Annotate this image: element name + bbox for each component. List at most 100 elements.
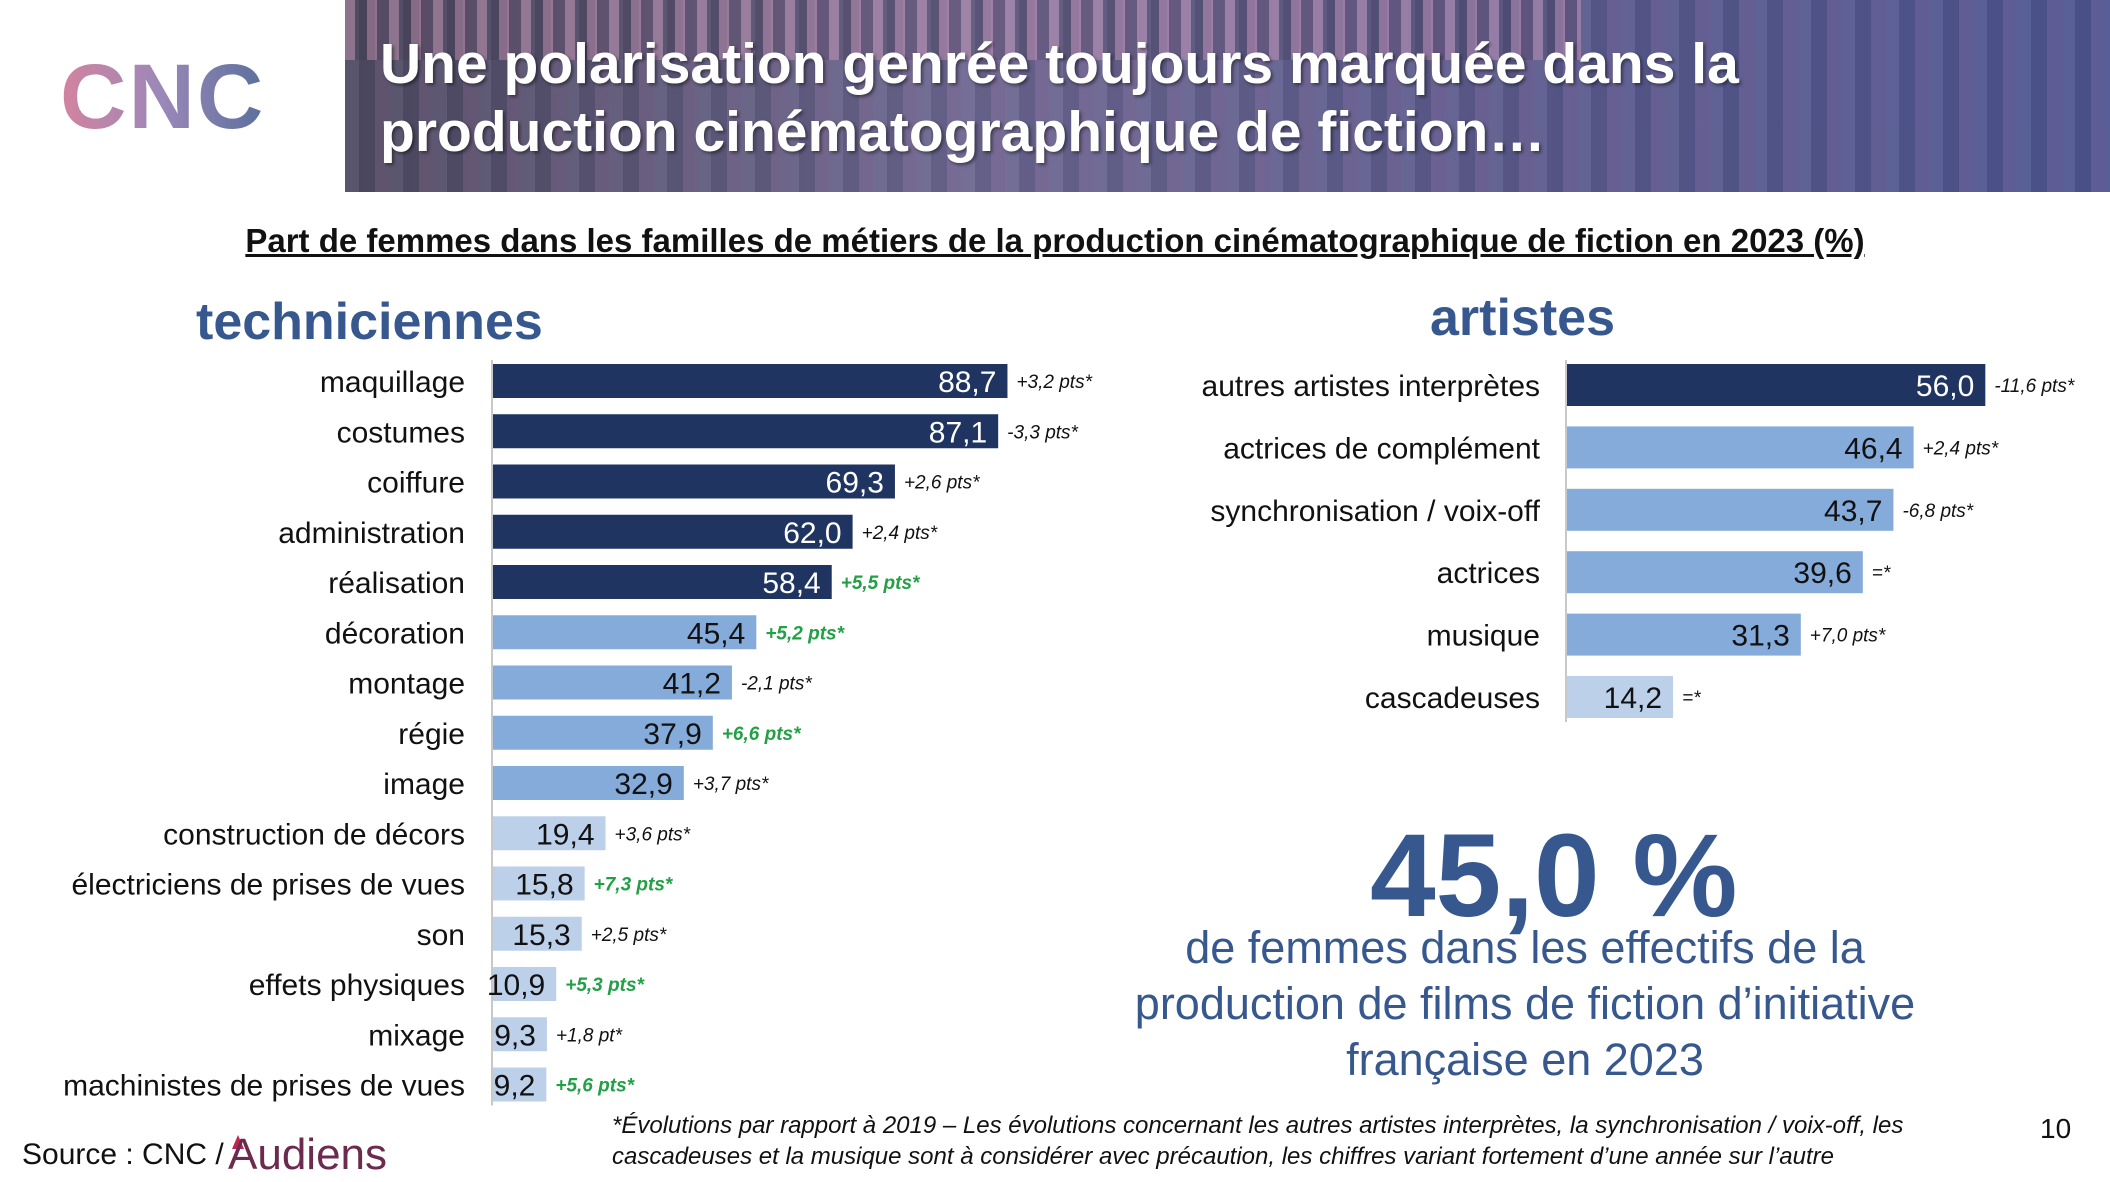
value-label-tech-2: 69,3 <box>826 467 884 500</box>
page-number: 10 <box>2040 1113 2072 1144</box>
bar-tech-1 <box>493 414 999 449</box>
value-label-tech-0: 88,7 <box>938 366 996 399</box>
bar-tech-3 <box>493 514 853 549</box>
value-label-art-5: 14,2 <box>1604 682 1662 715</box>
category-label-tech-2: coiffure <box>367 467 465 500</box>
change-label-art-2: -6,8 pts* <box>1902 501 1973 522</box>
bar-tech-11 <box>493 916 582 951</box>
value-label-art-1: 46,4 <box>1844 432 1902 465</box>
bar-art-5 <box>1567 676 1674 718</box>
change-label-art-1: +2,4 pts* <box>1923 438 1999 459</box>
bar-tech-9 <box>493 816 606 851</box>
category-label-tech-6: montage <box>348 668 465 701</box>
value-label-tech-7: 37,9 <box>643 718 701 751</box>
bar-tech-4 <box>493 565 832 599</box>
category-label-tech-8: image <box>383 768 465 801</box>
category-label-art-2: synchronisation / voix-off <box>1210 495 1540 528</box>
section-title-artistes: artistes <box>1430 289 1615 347</box>
bar-tech-14 <box>493 1067 547 1102</box>
change-label-art-5: =* <box>1682 688 1701 709</box>
change-label-tech-7: +6,6 pts* <box>722 724 802 745</box>
change-label-tech-8: +3,7 pts* <box>693 774 769 795</box>
header-banner <box>345 0 2110 192</box>
value-label-tech-1: 87,1 <box>929 416 987 449</box>
highlight-value: 45,0 % <box>1370 810 1738 942</box>
category-label-tech-10: électriciens de prises de vues <box>71 869 465 902</box>
change-label-tech-10: +7,3 pts* <box>594 875 674 896</box>
category-label-tech-1: costumes <box>337 416 465 449</box>
bar-tech-5 <box>493 615 757 650</box>
change-label-tech-12: +5,3 pts* <box>565 975 645 996</box>
bar-art-1 <box>1567 426 1914 469</box>
value-label-art-3: 39,6 <box>1793 557 1851 590</box>
category-label-tech-13: mixage <box>368 1019 465 1052</box>
bar-tech-12 <box>493 967 557 1001</box>
change-label-tech-6: -2,1 pts* <box>741 674 812 695</box>
value-label-tech-5: 45,4 <box>687 617 745 650</box>
bar-tech-13 <box>493 1017 547 1052</box>
value-label-tech-12: 10,9 <box>487 969 545 1002</box>
value-label-tech-9: 19,4 <box>536 818 594 851</box>
change-label-tech-14: +5,6 pts* <box>555 1076 635 1097</box>
change-label-art-0: -11,6 pts* <box>1994 376 2075 397</box>
change-label-tech-0: +3,2 pts* <box>1016 372 1092 393</box>
change-label-tech-2: +2,6 pts* <box>904 473 980 494</box>
bar-art-2 <box>1567 488 1894 531</box>
bar-art-0 <box>1567 364 1986 406</box>
footnote: *Évolutions par rapport à 2019 – Les évo… <box>612 1112 1904 1170</box>
category-label-art-1: actrices de complément <box>1223 432 1540 465</box>
category-label-tech-11: son <box>417 919 465 952</box>
value-label-tech-14: 9,2 <box>494 1070 536 1103</box>
change-label-tech-1: -3,3 pts* <box>1007 422 1078 443</box>
value-label-tech-6: 41,2 <box>663 668 721 701</box>
source-label: Source : CNC / <box>22 1138 224 1171</box>
slide-title: Une polarisation genrée toujours marquée… <box>380 32 1739 164</box>
value-label-art-0: 56,0 <box>1916 370 1974 403</box>
bar-tech-2 <box>493 464 895 499</box>
value-label-tech-13: 9,3 <box>494 1019 536 1052</box>
bar-tech-10 <box>493 866 585 901</box>
cnc-logo: CNC <box>60 52 265 138</box>
audiens-logo: Audiens <box>228 1130 387 1177</box>
bar-art-3 <box>1567 551 1863 594</box>
value-label-tech-11: 15,3 <box>512 919 570 952</box>
value-label-tech-8: 32,9 <box>614 768 672 801</box>
bar-art-4 <box>1567 613 1801 656</box>
change-label-tech-11: +2,5 pts* <box>591 925 667 946</box>
category-label-tech-5: décoration <box>325 617 465 650</box>
highlight-text: de femmes dans les effectifs de la produ… <box>1134 922 1916 1085</box>
value-label-tech-10: 15,8 <box>515 869 573 902</box>
bar-tech-7 <box>493 715 713 750</box>
bar-tech-6 <box>493 665 732 700</box>
category-label-tech-9: construction de décors <box>163 818 465 851</box>
category-label-tech-14: machinistes de prises de vues <box>63 1070 465 1103</box>
change-label-art-4: +7,0 pts* <box>1810 626 1886 647</box>
category-label-tech-12: effets physiques <box>249 969 465 1002</box>
category-label-art-3: actrices <box>1437 557 1540 590</box>
change-label-art-3: =* <box>1872 563 1891 584</box>
category-label-tech-4: réalisation <box>328 567 465 600</box>
change-label-tech-4: +5,5 pts* <box>841 573 921 594</box>
section-title-techniciennes: techniciennes <box>196 293 543 351</box>
header-photo-texture <box>345 0 2110 192</box>
value-label-tech-4: 58,4 <box>762 567 820 600</box>
category-label-tech-3: administration <box>278 517 465 550</box>
chart-title: Part de femmes dans les familles de méti… <box>245 222 1865 259</box>
bar-tech-8 <box>493 766 684 800</box>
value-label-art-4: 31,3 <box>1731 620 1789 653</box>
svg-text:Audiens: Audiens <box>228 1130 387 1177</box>
header-photo-texture-top <box>345 0 1581 60</box>
change-label-tech-3: +2,4 pts* <box>862 523 938 544</box>
category-label-tech-0: maquillage <box>320 366 465 399</box>
category-label-art-4: musique <box>1427 620 1540 653</box>
svg-text:CNC: CNC <box>60 52 265 138</box>
change-label-tech-9: +3,6 pts* <box>615 824 691 845</box>
category-label-art-5: cascadeuses <box>1365 682 1540 715</box>
bar-tech-0 <box>493 364 1008 398</box>
change-label-tech-13: +1,8 pt* <box>556 1025 623 1046</box>
value-label-art-2: 43,7 <box>1824 495 1882 528</box>
category-label-tech-7: régie <box>398 718 465 751</box>
change-label-tech-5: +5,2 pts* <box>765 623 845 644</box>
value-label-tech-3: 62,0 <box>783 517 841 550</box>
